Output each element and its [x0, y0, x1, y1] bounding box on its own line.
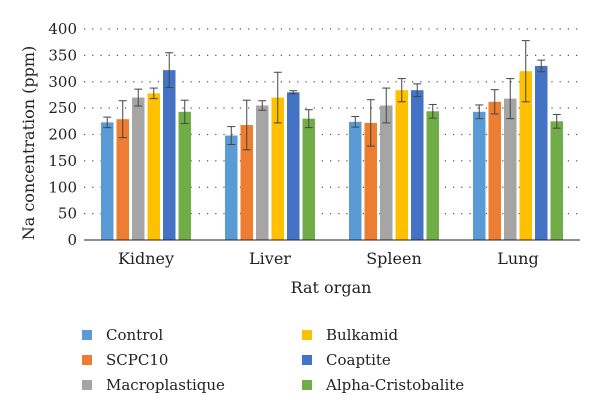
y-tick-label: 300	[48, 73, 77, 91]
y-tick-label: 350	[48, 46, 77, 64]
error-bar	[366, 99, 375, 147]
error-bar	[506, 78, 515, 120]
bar	[504, 98, 517, 240]
legend-swatch	[82, 330, 92, 340]
bar	[287, 92, 300, 240]
error-bar	[149, 87, 158, 100]
y-tick-label: 50	[58, 205, 77, 223]
legend-swatch	[302, 355, 312, 365]
error-bar	[413, 83, 422, 98]
bar	[240, 125, 253, 240]
legend-swatch	[302, 330, 312, 340]
error-bar	[180, 99, 189, 124]
error-bar	[397, 78, 406, 103]
bar	[132, 97, 145, 240]
error-bar	[289, 90, 298, 95]
error-bar	[134, 88, 143, 107]
bar	[519, 71, 532, 240]
error-bar	[242, 99, 251, 151]
y-tick-label: 200	[48, 126, 77, 144]
legend-item: Coaptite	[302, 349, 391, 371]
error-bars	[103, 40, 561, 151]
bar	[302, 118, 315, 240]
error-bar	[490, 89, 499, 115]
legend: Control SCPC10 Macroplastique Bulkamid Coapt…	[0, 318, 600, 418]
y-tick-label: 0	[67, 231, 77, 249]
bar	[395, 90, 408, 240]
bar	[349, 121, 362, 240]
x-tick-label: Lung	[497, 249, 538, 268]
bar	[116, 119, 129, 240]
legend-swatch	[82, 380, 92, 390]
legend-label: SCPC10	[106, 351, 169, 369]
error-bar	[475, 104, 484, 120]
bar	[488, 101, 501, 240]
error-bar	[537, 59, 546, 73]
error-bar	[227, 126, 236, 146]
error-bar	[521, 40, 530, 103]
bar	[225, 135, 238, 240]
bar	[178, 111, 191, 240]
y-tick-label: 100	[48, 178, 77, 196]
legend-label: Bulkamid	[326, 326, 399, 344]
bar	[147, 93, 160, 240]
bar	[426, 111, 439, 240]
legend-label: Alpha-Cristobalite	[326, 376, 465, 394]
x-tick-label: Kidney	[118, 249, 174, 268]
y-axis-title: Na concentration (ppm)	[19, 46, 38, 241]
error-bar	[382, 87, 391, 124]
legend-item: Macroplastique	[82, 374, 225, 396]
legend-item: SCPC10	[82, 349, 168, 371]
legend-label: Coaptite	[326, 351, 391, 369]
bar	[550, 121, 563, 240]
y-tick-label: 250	[48, 99, 77, 117]
error-bar	[351, 116, 360, 128]
bars	[101, 65, 563, 241]
x-tick-label: Spleen	[366, 249, 422, 268]
y-tick-labels: 0 50 100 150 200 250 300 350 400	[48, 20, 77, 249]
error-bar	[258, 100, 267, 111]
legend-swatch	[82, 355, 92, 365]
bar	[473, 111, 486, 240]
bar	[364, 122, 377, 240]
x-tick-label: Liver	[249, 249, 291, 268]
error-bar	[165, 52, 174, 89]
legend-item: Alpha-Cristobalite	[302, 374, 464, 396]
bar	[163, 70, 176, 241]
legend-label: Macroplastique	[106, 376, 225, 394]
legend-item: Control	[82, 324, 163, 346]
error-bar	[118, 100, 127, 139]
x-tick-labels: Kidney Liver Spleen Lung	[118, 249, 539, 268]
y-tick-label: 150	[48, 152, 77, 170]
legend-item: Bulkamid	[302, 324, 398, 346]
legend-label: Control	[106, 326, 164, 344]
bar	[535, 65, 548, 240]
legend-swatch	[302, 380, 312, 390]
bar	[101, 122, 114, 240]
error-bar	[428, 103, 437, 119]
error-bar	[273, 71, 282, 124]
error-bar	[103, 116, 112, 129]
bar	[256, 105, 269, 240]
bar	[380, 105, 393, 240]
y-tick-label: 400	[48, 20, 77, 38]
bar	[411, 90, 424, 240]
bar	[271, 97, 284, 240]
x-axis-title: Rat organ	[291, 278, 372, 297]
error-bar	[552, 113, 561, 129]
error-bar	[304, 109, 313, 129]
